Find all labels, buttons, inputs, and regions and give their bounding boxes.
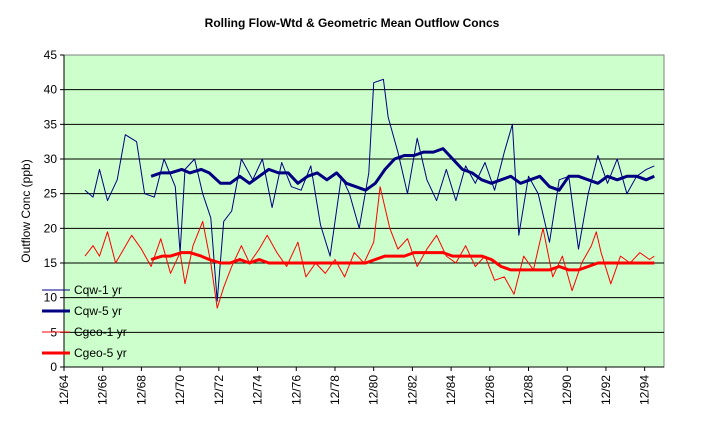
y-tick-label: 0 [50,360,57,374]
y-tick-label: 15 [44,256,58,270]
y-tick-label: 30 [44,152,58,166]
x-tick-label: 12/72 [212,375,226,405]
x-tick-label: 12/78 [328,375,342,405]
chart-title: Rolling Flow-Wtd & Geometric Mean Outflo… [205,16,500,30]
x-tick-label: 12/66 [96,375,110,405]
y-tick-label: 20 [44,221,58,235]
series-line-cqw-5-yr [150,147,655,192]
x-tick-label: 12/80 [367,375,381,405]
y-tick-label: 25 [44,187,58,201]
y-tick-label: 45 [44,48,58,62]
legend-entry: Cqw-1 yr [74,283,122,297]
x-tick-label: 12/74 [251,375,265,405]
x-tick-label: 12/92 [599,375,613,405]
series-layer [84,78,655,309]
y-tick-label: 10 [44,291,58,305]
x-tick-label: 12/82 [405,375,419,405]
y-tick-label: 35 [44,117,58,131]
x-tick-label: 12/94 [638,375,652,405]
x-tick-label: 12/88 [522,375,536,405]
x-tick-label: 12/86 [483,375,497,405]
series-line-cgeo-5-yr [150,251,655,272]
legend-entry: Cgeo-5 yr [74,346,127,360]
x-axis-ticks: 12/64 12/66 12/68 12/70 12/72 12/74 12/76 12/78… [57,367,652,405]
legend: Cqw-1 yr Cqw-5 yr Cgeo-1 yr Cgeo-5 yr [42,283,127,360]
legend-entry: Cqw-5 yr [74,304,122,318]
x-tick-label: 12/76 [289,375,303,405]
legend-entry: Cgeo-1 yr [74,325,127,339]
x-tick-label: 12/90 [560,375,574,405]
series-line-cqw-1-yr [84,78,655,302]
x-tick-label: 12/84 [444,375,458,405]
x-tick-label: 12/68 [134,375,148,405]
plot-area [63,54,665,368]
y-axis-title: Outflow Conc (ppb) [19,159,33,262]
y-tick-label: 40 [44,83,58,97]
x-tick-label: 12/70 [173,375,187,405]
x-tick-label: 12/64 [57,375,71,405]
